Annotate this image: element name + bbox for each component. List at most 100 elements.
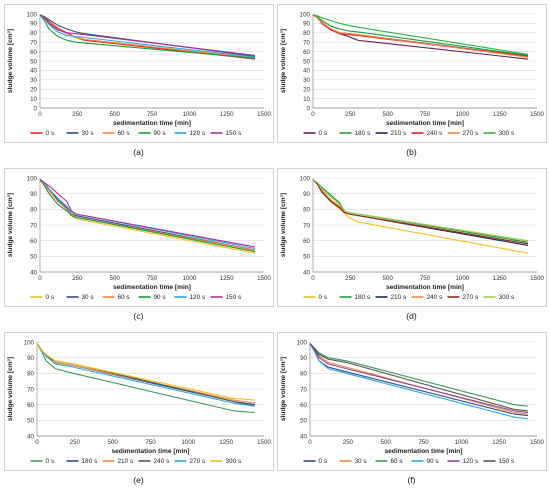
y-axis-label: sludge volume [cm³] [280,29,287,93]
legend-item: 120 s [174,294,206,301]
x-tick-label: 500 [381,439,392,446]
series-line [39,14,256,57]
legend-item: 210 s [102,458,133,465]
x-tick-label: 1250 [219,439,233,446]
panel-caption: (c) [134,311,144,321]
x-tick-label: 250 [72,111,83,118]
x-axis-label: sedimentation time [min] [113,120,191,127]
x-tick-label: 1000 [182,111,196,118]
x-tick-label: 1500 [530,439,544,446]
legend-label: 0 s [46,294,55,301]
series-line [309,343,528,420]
legend-item: 0 s [30,458,54,465]
y-tick-label: 70 [300,386,307,393]
y-tick-label: 10 [303,96,310,103]
legend-label: 60 s [118,130,130,137]
series-line [312,14,529,58]
y-tick-label: 60 [30,49,37,56]
x-axis-label: sedimentation time [min] [111,448,189,455]
panel-caption: (f) [407,475,415,485]
legend-label: 180 s [355,130,371,137]
x-tick-label: 0 [35,439,39,446]
series-line [312,14,529,55]
panel-caption: (e) [133,475,144,485]
y-tick-label: 100 [300,175,311,182]
legend-label: 210 s [391,130,407,137]
y-tick-label: 90 [303,191,310,198]
y-tick-label: 80 [303,207,310,214]
legend-item: 0 s [303,294,327,301]
x-tick-label: 1000 [182,275,196,282]
x-axis-label: sedimentation time [min] [386,284,464,291]
y-tick-label: 0 [307,105,311,112]
y-tick-label: 100 [27,11,38,18]
legend-label: 240 s [154,458,170,465]
x-tick-label: 500 [383,111,394,118]
y-tick-label: 70 [30,40,37,47]
legend-item: 240 s [138,458,170,465]
series-line [312,14,529,56]
series-line [39,179,256,248]
x-tick-label: 1000 [455,275,469,282]
x-tick-label: 1000 [181,439,195,446]
legend-label: 150 s [226,130,242,137]
x-tick-label: 1500 [257,111,271,118]
x-tick-label: 1000 [454,439,468,446]
legend-label: 210 s [391,294,407,301]
legend-item: 270 s [447,294,479,301]
legend-item: 90 s [411,458,439,465]
x-tick-label: 250 [345,111,356,118]
y-tick-label: 60 [300,402,307,409]
y-tick-label: 30 [303,77,310,84]
legend-item: 30 s [339,458,367,465]
y-axis-label: sludge volume [cm³] [7,193,14,257]
y-tick-label: 60 [303,238,310,245]
x-tick-label: 250 [70,439,81,446]
legend-item: 270 s [447,130,478,137]
legend-item: 240 s [411,130,443,137]
legend-label: 30 s [82,294,94,301]
y-tick-label: 90 [30,21,37,28]
legend-label: 90 s [154,294,166,301]
x-tick-label: 750 [145,439,156,446]
legend-label: 0 s [319,130,328,137]
y-tick-label: 70 [303,40,310,47]
series-line [36,343,255,401]
y-tick-label: 40 [303,269,310,276]
x-tick-label: 250 [343,439,354,446]
x-tick-label: 500 [110,275,121,282]
y-tick-label: 50 [303,254,310,261]
y-tick-label: 80 [27,371,34,378]
series-line [309,343,528,414]
y-tick-label: 80 [303,30,310,37]
legend-label: 120 s [190,294,206,301]
y-tick-label: 100 [300,11,311,18]
legend-item: 30 s [66,130,94,137]
x-tick-label: 250 [345,275,356,282]
legend-label: 300 s [499,130,515,137]
legend-label: 240 s [427,130,443,137]
legend-label: 300 s [226,458,242,465]
x-tick-label: 500 [383,275,394,282]
legend-label: 180 s [355,294,371,301]
series-line [312,179,529,245]
y-tick-label: 40 [30,68,37,75]
x-tick-label: 1500 [530,275,544,282]
series-line [39,179,256,253]
panel-caption: (b) [406,147,417,157]
x-tick-label: 0 [38,111,42,118]
legend-item: 0 s [303,130,328,137]
legend-item: 210 s [375,294,407,301]
legend-item: 0 s [30,130,55,137]
panel-caption: (d) [406,311,417,321]
x-tick-label: 1500 [257,439,271,446]
legend-label: 270 s [463,294,479,301]
legend-item: 90 s [138,294,166,301]
legend-item: 30 s [66,294,94,301]
legend-item: 90 s [138,130,166,137]
y-tick-label: 80 [300,371,307,378]
legend-item: 0 s [30,294,55,301]
legend-label: 0 s [46,130,55,137]
